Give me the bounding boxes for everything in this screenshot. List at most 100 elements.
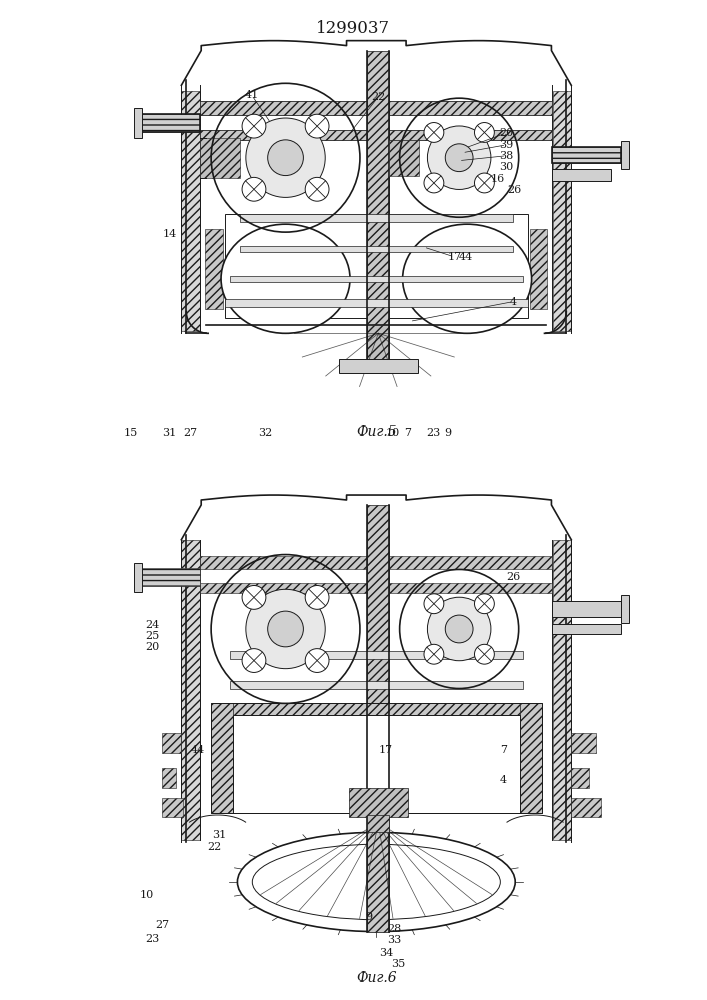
Text: 38: 38: [499, 151, 513, 161]
Text: Фиг.5: Фиг.5: [356, 425, 397, 439]
Text: 32: 32: [258, 428, 272, 438]
Text: 30: 30: [499, 162, 513, 172]
Bar: [552, 601, 621, 617]
Bar: [200, 101, 368, 115]
Bar: [182, 91, 200, 331]
Bar: [552, 169, 611, 181]
Bar: [390, 130, 552, 140]
Text: 23: 23: [145, 934, 159, 944]
Circle shape: [242, 114, 266, 138]
Bar: [240, 214, 513, 222]
Bar: [520, 703, 542, 813]
Circle shape: [242, 649, 266, 672]
Text: 20: 20: [499, 128, 513, 138]
Circle shape: [424, 123, 444, 142]
Circle shape: [242, 177, 266, 201]
Text: 28: 28: [387, 924, 402, 934]
Text: 20: 20: [145, 642, 159, 652]
Circle shape: [445, 615, 473, 643]
Text: 44: 44: [191, 745, 205, 755]
Text: 26: 26: [506, 572, 520, 582]
Bar: [230, 276, 522, 282]
Bar: [134, 563, 141, 592]
Bar: [141, 568, 200, 586]
Bar: [225, 708, 527, 718]
Text: 17: 17: [379, 745, 393, 755]
Circle shape: [474, 594, 494, 614]
Text: 14: 14: [163, 229, 177, 239]
Bar: [200, 583, 368, 593]
Text: 27: 27: [184, 428, 198, 438]
Circle shape: [428, 597, 491, 661]
Text: 10: 10: [385, 428, 400, 438]
Bar: [141, 114, 200, 132]
Bar: [390, 101, 552, 115]
Ellipse shape: [221, 224, 350, 333]
Circle shape: [268, 611, 303, 647]
Bar: [211, 703, 542, 813]
Bar: [240, 246, 513, 252]
Bar: [554, 540, 571, 840]
Bar: [552, 147, 621, 163]
Bar: [225, 299, 527, 307]
Bar: [205, 229, 223, 309]
Text: 41: 41: [245, 90, 259, 100]
Bar: [233, 715, 520, 813]
Circle shape: [424, 644, 444, 664]
Text: 39: 39: [499, 140, 513, 150]
Circle shape: [242, 586, 266, 609]
Circle shape: [424, 594, 444, 614]
Text: 33: 33: [387, 935, 402, 945]
Bar: [339, 359, 418, 373]
Bar: [200, 138, 240, 178]
Bar: [233, 703, 520, 715]
Bar: [225, 214, 527, 318]
Circle shape: [428, 126, 491, 189]
Bar: [530, 229, 547, 309]
Circle shape: [246, 589, 325, 669]
Text: 17: 17: [448, 252, 462, 262]
Bar: [368, 51, 390, 373]
Bar: [390, 101, 552, 115]
Bar: [390, 583, 552, 593]
Text: 23: 23: [426, 428, 440, 438]
Bar: [200, 556, 368, 569]
Bar: [141, 114, 200, 132]
Bar: [368, 815, 390, 832]
Text: 7: 7: [500, 745, 507, 755]
Bar: [349, 788, 408, 817]
Bar: [161, 733, 182, 753]
Text: 27: 27: [156, 920, 170, 930]
Circle shape: [445, 144, 473, 172]
Text: 4: 4: [510, 297, 517, 307]
Circle shape: [268, 140, 303, 176]
Text: 9: 9: [444, 428, 451, 438]
Text: 16: 16: [490, 174, 504, 184]
Bar: [161, 798, 183, 817]
Bar: [368, 325, 390, 373]
Text: 31: 31: [163, 428, 177, 438]
Text: 22: 22: [207, 842, 222, 852]
Bar: [554, 91, 571, 331]
Bar: [161, 768, 177, 788]
Circle shape: [305, 649, 329, 672]
Circle shape: [474, 644, 494, 664]
Bar: [390, 140, 419, 176]
Circle shape: [474, 123, 494, 142]
Bar: [368, 505, 390, 932]
Bar: [200, 101, 368, 115]
Circle shape: [305, 177, 329, 201]
Bar: [182, 540, 200, 840]
Bar: [230, 681, 522, 689]
Text: 10: 10: [139, 890, 153, 900]
Text: 31: 31: [211, 830, 226, 840]
Bar: [230, 651, 522, 659]
Bar: [621, 141, 629, 169]
Text: 24: 24: [145, 620, 159, 630]
Bar: [571, 733, 596, 753]
Circle shape: [424, 173, 444, 193]
Text: 26: 26: [508, 185, 522, 195]
Text: 44: 44: [459, 252, 473, 262]
Text: 34: 34: [379, 948, 393, 958]
Bar: [552, 147, 621, 163]
